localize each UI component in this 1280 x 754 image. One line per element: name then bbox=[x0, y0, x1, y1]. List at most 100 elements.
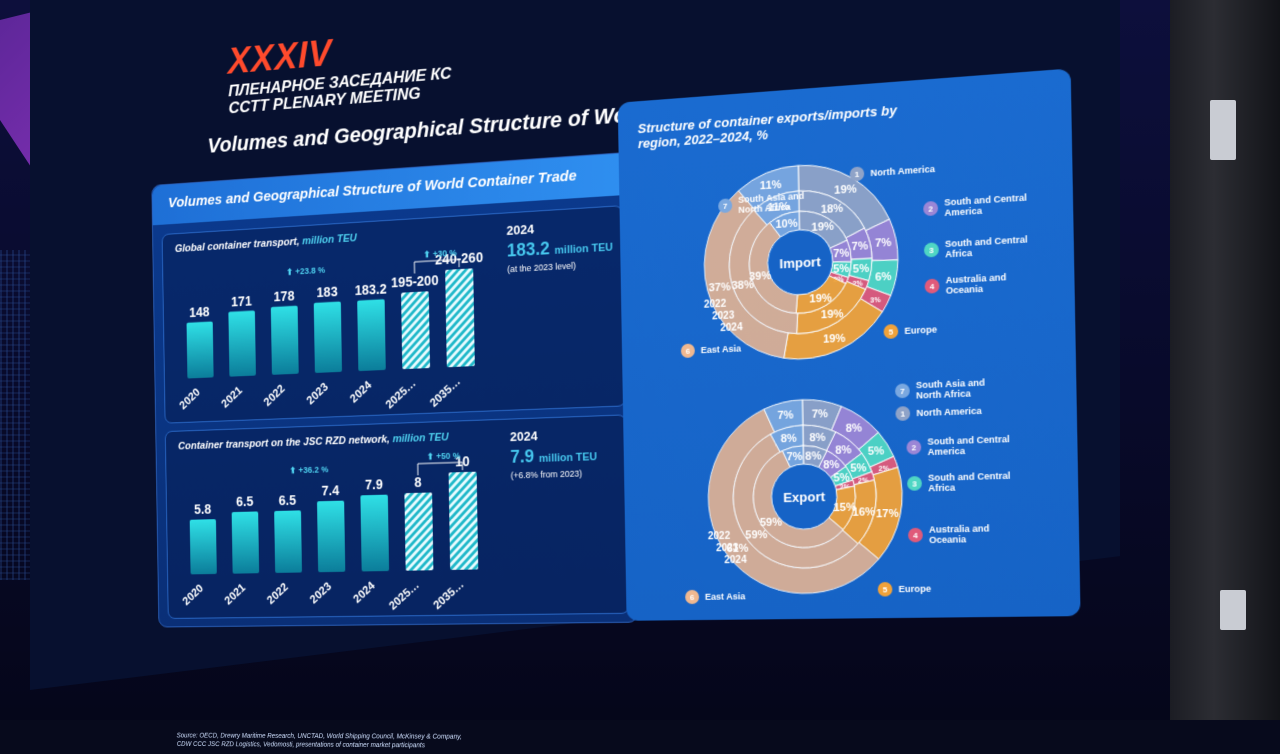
import-legend-label: North America bbox=[870, 162, 965, 178]
rzd-bar-1 bbox=[232, 511, 260, 573]
import-legend-label: Australia and Oceania bbox=[946, 270, 1043, 296]
import-value-0-4: 19% bbox=[823, 332, 847, 346]
rzd-bar-value-5: 8 bbox=[414, 475, 422, 490]
rzd-bar-year-4: 2024 bbox=[352, 579, 378, 605]
import-legend-label: South and Central Africa bbox=[945, 233, 1042, 259]
export-legend-number: 1 bbox=[895, 406, 910, 421]
rzd-bar-year-5: 2025… bbox=[387, 579, 421, 613]
ceiling-light bbox=[1210, 100, 1236, 160]
global-bar-5 bbox=[401, 291, 430, 369]
rzd-bar-year-6: 2035… bbox=[431, 578, 466, 612]
global-side-year: 2024 bbox=[506, 222, 534, 238]
export-legend-label: Europe bbox=[899, 583, 994, 595]
rzd-bar-0 bbox=[190, 519, 217, 574]
import-legend-number: 6 bbox=[681, 343, 695, 358]
import-value-1-1: 7% bbox=[852, 239, 869, 253]
rzd-side-note: (+6.8% from 2023) bbox=[511, 469, 583, 481]
import-legend-label: Europe bbox=[904, 321, 999, 336]
rzd-bar-chart: 5.8 2020 6.5 2021 6.5 2022 7.4 2023 7.9 2024 8 2025… bbox=[171, 432, 500, 617]
rzd-side-unit: million TEU bbox=[539, 451, 597, 465]
card-title: Volumes and Geographical Structure of Wo… bbox=[168, 167, 577, 211]
import-value-0-5: 37% bbox=[709, 281, 732, 295]
import-year-label-1: 2023 bbox=[712, 310, 734, 323]
import-value-2-0: 19% bbox=[811, 220, 834, 234]
export-value-0-4: 17% bbox=[876, 507, 900, 520]
import-value-0-6: 11% bbox=[760, 179, 783, 193]
global-bar-year-4: 2024 bbox=[348, 379, 374, 406]
rzd-bar-value-0: 5.8 bbox=[194, 502, 212, 517]
import-value-1-4: 19% bbox=[821, 307, 845, 321]
export-legend-number: 7 bbox=[895, 383, 910, 398]
rzd-bar-value-1: 6.5 bbox=[236, 494, 254, 509]
global-bar-4 bbox=[357, 299, 386, 371]
global-side-note: (at the 2023 level) bbox=[507, 261, 576, 275]
global-side-unit: million TEU bbox=[554, 242, 613, 257]
export-legend-item-6: 6 East Asia bbox=[685, 588, 796, 604]
export-legend-number: 5 bbox=[878, 582, 893, 597]
import-legend-item-2: 2 South and Central America bbox=[923, 191, 1041, 219]
global-bar-value-1: 171 bbox=[231, 293, 252, 309]
import-legend-number: 2 bbox=[923, 201, 938, 216]
import-legend-label: South and Central America bbox=[944, 191, 1040, 218]
rzd-side-number: 7.9 bbox=[510, 446, 534, 466]
export-legend-label: South and Central Africa bbox=[928, 470, 1024, 493]
rzd-bar-value-4: 7.9 bbox=[365, 477, 383, 493]
export-year-label-2: 2024 bbox=[724, 554, 747, 566]
export-value-2-4: 15% bbox=[833, 501, 857, 514]
import-legend-item-4: 4 Australia and Oceania bbox=[924, 270, 1042, 297]
export-value-0-1: 8% bbox=[846, 422, 863, 435]
rzd-bar-year-1: 2021 bbox=[223, 581, 248, 607]
import-legend-item-3: 3 South and Central Africa bbox=[924, 233, 1042, 260]
import-year-label-0: 2022 bbox=[704, 298, 726, 311]
global-bar-1 bbox=[228, 311, 256, 377]
rzd-bar-4 bbox=[360, 495, 389, 572]
global-bar-3 bbox=[314, 301, 342, 372]
export-legend-item-3: 3 South and Central Africa bbox=[907, 470, 1024, 494]
source-note: Source: OECD, Drewry Maritime Research, … bbox=[177, 732, 737, 752]
export-donut-chart: 7%8%5%2%17%61%7%8%8%5%2%16%59%8%8%8%5%2%… bbox=[692, 380, 920, 610]
rzd-bar-year-3: 2023 bbox=[308, 581, 334, 607]
global-bar-value-2: 178 bbox=[273, 288, 295, 304]
export-value-1-5: 59% bbox=[745, 529, 768, 542]
global-bar-year-0: 2020 bbox=[178, 386, 203, 412]
export-year-label-1: 2023 bbox=[716, 542, 738, 554]
import-value-0-0: 19% bbox=[834, 183, 858, 197]
rzd-side-value: 7.9 million TEU bbox=[510, 444, 597, 467]
rzd-bar-value-3: 7.4 bbox=[321, 483, 339, 499]
export-value-1-2: 5% bbox=[850, 461, 867, 474]
global-bar-value-3: 183 bbox=[316, 284, 337, 300]
import-legend-number: 1 bbox=[850, 166, 865, 181]
import-legend-label: East Asia bbox=[701, 341, 792, 355]
rzd-transport-panel: Container transport on the JSC RZD netwo… bbox=[165, 414, 630, 619]
import-value-0-1: 7% bbox=[875, 236, 892, 250]
import-legend-number: 4 bbox=[925, 279, 940, 294]
rzd-side-year: 2024 bbox=[510, 428, 538, 444]
global-bar-chart: 1482020171202117820221832023183.22024195… bbox=[168, 228, 496, 422]
export-value-1-0: 8% bbox=[809, 431, 826, 444]
rzd-bar-6 bbox=[449, 472, 479, 570]
import-legend-number: 7 bbox=[718, 198, 732, 213]
export-legend-number: 3 bbox=[907, 476, 922, 491]
export-value-1-6: 8% bbox=[781, 432, 798, 445]
rzd-bar-5 bbox=[404, 492, 433, 570]
source-line-2: CDW CCC JSC RZD Logistics, Vedomosti, pr… bbox=[177, 740, 737, 752]
rzd-bar-value-2: 6.5 bbox=[279, 493, 297, 508]
export-value-2-6: 7% bbox=[786, 450, 803, 463]
export-legend-label: East Asia bbox=[705, 591, 796, 602]
global-forecast-growth-label: ⬆ +30 % bbox=[423, 247, 457, 259]
export-legend-item-5: 5 Europe bbox=[878, 580, 994, 596]
export-legend-label: Australia and Oceania bbox=[929, 522, 1025, 545]
export-value-0-0: 7% bbox=[812, 408, 829, 421]
import-year-label-2: 2024 bbox=[720, 322, 743, 335]
import-value-1-2: 5% bbox=[853, 263, 870, 277]
global-bar-year-6: 2035… bbox=[428, 375, 463, 409]
export-value-2-5: 59% bbox=[760, 516, 783, 529]
global-bar-value-0: 148 bbox=[189, 304, 210, 320]
export-legend-item-1: 1 North America bbox=[895, 402, 1012, 421]
export-legend-label: South and Central America bbox=[927, 433, 1023, 457]
global-bar-year-5: 2025… bbox=[384, 377, 418, 411]
room-structure bbox=[1170, 0, 1280, 720]
global-bar-year-2: 2022 bbox=[262, 383, 287, 409]
ceiling-light bbox=[1220, 590, 1246, 630]
rzd-bar-year-2: 2022 bbox=[265, 581, 290, 607]
